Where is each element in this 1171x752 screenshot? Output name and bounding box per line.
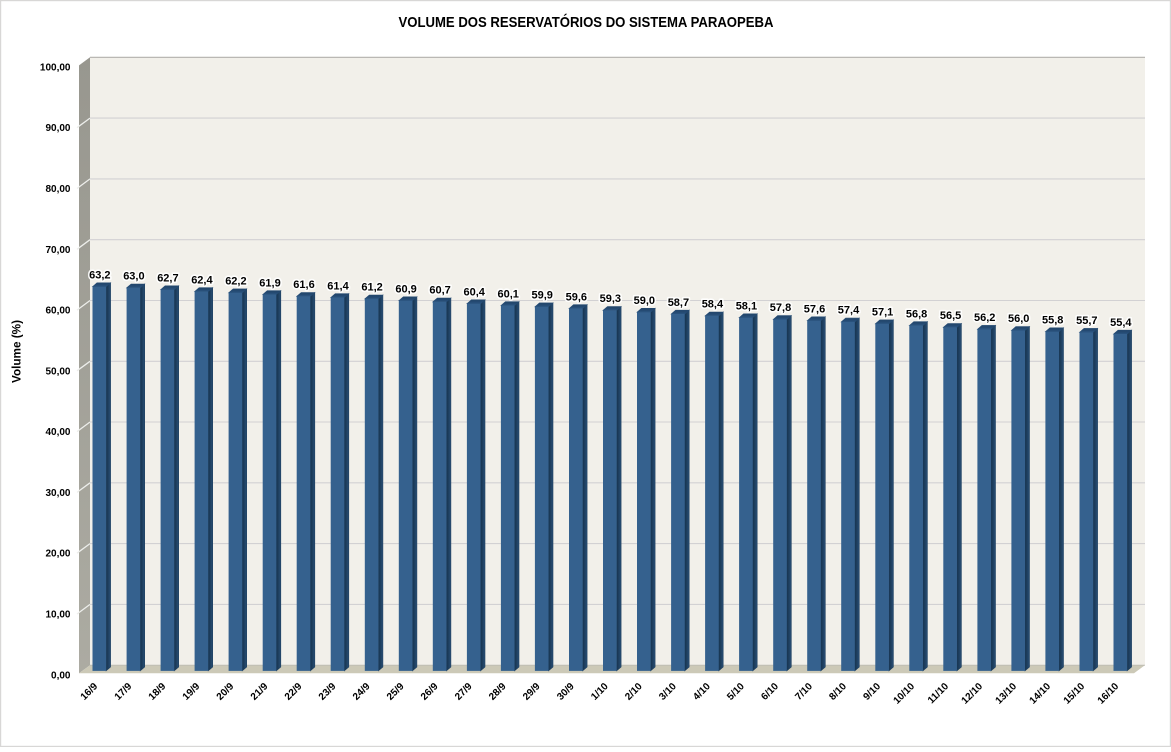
svg-text:56,5: 56,5	[940, 310, 961, 322]
svg-text:62,2: 62,2	[225, 276, 246, 288]
svg-text:59,6: 59,6	[566, 291, 587, 303]
svg-text:56,2: 56,2	[974, 312, 995, 324]
svg-text:55,7: 55,7	[1076, 315, 1097, 327]
svg-text:55,8: 55,8	[1042, 314, 1063, 326]
svg-text:30,00: 30,00	[45, 488, 70, 499]
svg-text:58,1: 58,1	[736, 300, 757, 312]
svg-text:61,6: 61,6	[293, 279, 314, 291]
svg-text:VOLUME DOS RESERVATÓRIOS DO SI: VOLUME DOS RESERVATÓRIOS DO SISTEMA PARA…	[399, 13, 774, 31]
svg-text:59,9: 59,9	[531, 290, 552, 302]
svg-text:63,0: 63,0	[123, 271, 144, 283]
svg-text:60,00: 60,00	[45, 306, 70, 317]
svg-text:61,2: 61,2	[361, 282, 382, 294]
svg-text:90,00: 90,00	[45, 123, 70, 134]
svg-text:10,00: 10,00	[45, 610, 70, 621]
svg-text:55,4: 55,4	[1110, 317, 1132, 329]
svg-text:56,8: 56,8	[906, 308, 927, 320]
svg-text:61,9: 61,9	[259, 277, 280, 289]
svg-text:58,7: 58,7	[668, 297, 689, 309]
svg-text:58,4: 58,4	[702, 299, 724, 311]
svg-text:63,2: 63,2	[89, 269, 110, 281]
svg-text:61,4: 61,4	[327, 280, 349, 292]
svg-text:60,4: 60,4	[463, 286, 485, 298]
svg-text:57,6: 57,6	[804, 303, 825, 315]
svg-text:62,7: 62,7	[157, 272, 178, 284]
svg-text:60,7: 60,7	[429, 285, 450, 297]
svg-text:59,0: 59,0	[634, 295, 655, 307]
svg-text:57,1: 57,1	[872, 307, 893, 319]
svg-text:20,00: 20,00	[45, 549, 70, 560]
svg-text:59,3: 59,3	[600, 293, 621, 305]
svg-text:70,00: 70,00	[45, 245, 70, 256]
svg-text:0,00: 0,00	[51, 670, 71, 681]
svg-text:80,00: 80,00	[45, 184, 70, 195]
svg-text:40,00: 40,00	[45, 427, 70, 438]
svg-text:60,9: 60,9	[395, 283, 416, 295]
svg-text:56,0: 56,0	[1008, 313, 1029, 325]
svg-text:50,00: 50,00	[45, 366, 70, 377]
svg-text:62,4: 62,4	[191, 274, 213, 286]
svg-text:100,00: 100,00	[40, 62, 71, 73]
svg-text:60,1: 60,1	[497, 288, 518, 300]
svg-text:57,8: 57,8	[770, 302, 791, 314]
svg-text:57,4: 57,4	[838, 305, 860, 317]
svg-text:Volume (%): Volume (%)	[12, 320, 24, 383]
